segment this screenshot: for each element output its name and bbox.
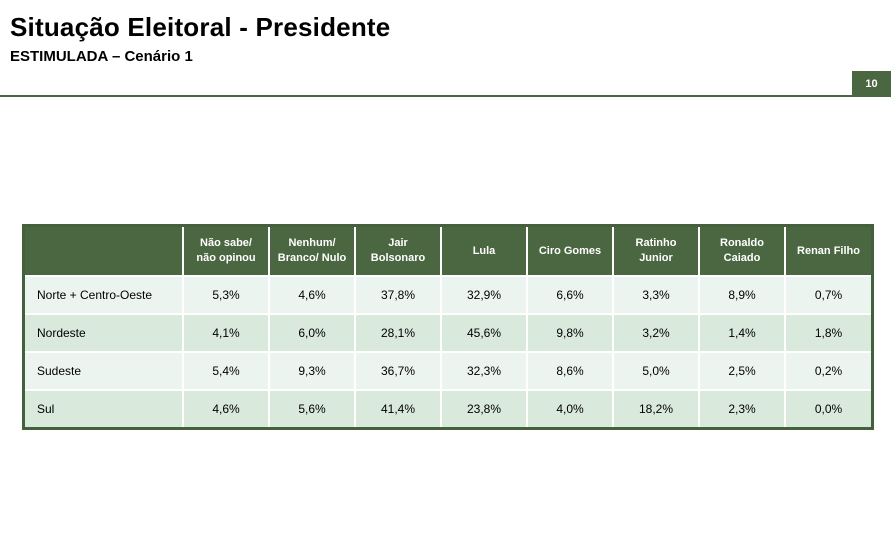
value-cell: 6,6%: [526, 275, 613, 314]
region-label: Norte + Centro-Oeste: [25, 275, 183, 314]
value-cell: 1,8%: [784, 313, 871, 352]
value-cell: 36,7%: [354, 351, 441, 390]
value-cell: 0,7%: [784, 275, 871, 314]
value-cell: 5,4%: [182, 351, 269, 390]
results-table: Não sabe/ não opinou Nenhum/ Branco/ Nul…: [25, 227, 871, 427]
value-cell: 23,8%: [440, 389, 527, 427]
value-cell: 5,0%: [612, 351, 699, 390]
value-cell: 4,6%: [182, 389, 269, 427]
page-number-badge: 10: [852, 71, 891, 97]
value-cell: 2,5%: [698, 351, 785, 390]
value-cell: 1,4%: [698, 313, 785, 352]
column-header-renan-filho: Renan Filho: [784, 227, 871, 276]
table-row: Sudeste 5,4% 9,3% 36,7% 32,3% 8,6% 5,0% 2,5% 0,2…: [25, 351, 871, 390]
value-cell: 3,2%: [612, 313, 699, 352]
region-label: Sul: [25, 389, 183, 427]
region-label: Nordeste: [25, 313, 183, 352]
value-cell: 4,0%: [526, 389, 613, 427]
region-label: Sudeste: [25, 351, 183, 390]
value-cell: 2,3%: [698, 389, 785, 427]
results-table-container: Não sabe/ não opinou Nenhum/ Branco/ Nul…: [22, 224, 874, 430]
table-header-row: Não sabe/ não opinou Nenhum/ Branco/ Nul…: [25, 227, 871, 276]
value-cell: 37,8%: [354, 275, 441, 314]
table-row: Norte + Centro-Oeste 5,3% 4,6% 37,8% 32,9% 6,…: [25, 275, 871, 314]
value-cell: 4,6%: [268, 275, 355, 314]
value-cell: 18,2%: [612, 389, 699, 427]
column-header-jair-bolsonaro: Jair Bolsonaro: [354, 227, 441, 276]
column-header-ronaldo-caiado: Ronaldo Caiado: [698, 227, 785, 276]
column-header-nenhum-branco-nulo: Nenhum/ Branco/ Nulo: [268, 227, 355, 276]
value-cell: 8,6%: [526, 351, 613, 390]
table-body: Norte + Centro-Oeste 5,3% 4,6% 37,8% 32,9% 6,…: [25, 275, 871, 427]
value-cell: 4,1%: [182, 313, 269, 352]
column-header-nao-sabe: Não sabe/ não opinou: [182, 227, 269, 276]
value-cell: 32,3%: [440, 351, 527, 390]
value-cell: 9,3%: [268, 351, 355, 390]
value-cell: 5,6%: [268, 389, 355, 427]
column-header-ciro-gomes: Ciro Gomes: [526, 227, 613, 276]
column-header-lula: Lula: [440, 227, 527, 276]
value-cell: 9,8%: [526, 313, 613, 352]
value-cell: 5,3%: [182, 275, 269, 314]
column-header-region: [25, 227, 183, 276]
value-cell: 6,0%: [268, 313, 355, 352]
value-cell: 41,4%: [354, 389, 441, 427]
value-cell: 8,9%: [698, 275, 785, 314]
table-row: Nordeste 4,1% 6,0% 28,1% 45,6% 9,8% 3,2% 1,4% 1,…: [25, 313, 871, 352]
value-cell: 3,3%: [612, 275, 699, 314]
value-cell: 32,9%: [440, 275, 527, 314]
value-cell: 0,0%: [784, 389, 871, 427]
value-cell: 0,2%: [784, 351, 871, 390]
value-cell: 28,1%: [354, 313, 441, 352]
page-title: Situação Eleitoral - Presidente: [10, 12, 391, 42]
divider-line: [0, 95, 891, 97]
column-header-ratinho-junior: Ratinho Junior: [612, 227, 699, 276]
page-subtitle: ESTIMULADA – Cenário 1: [10, 48, 193, 65]
table-row: Sul 4,6% 5,6% 41,4% 23,8% 4,0% 18,2% 2,3% 0,0%: [25, 389, 871, 427]
value-cell: 45,6%: [440, 313, 527, 352]
